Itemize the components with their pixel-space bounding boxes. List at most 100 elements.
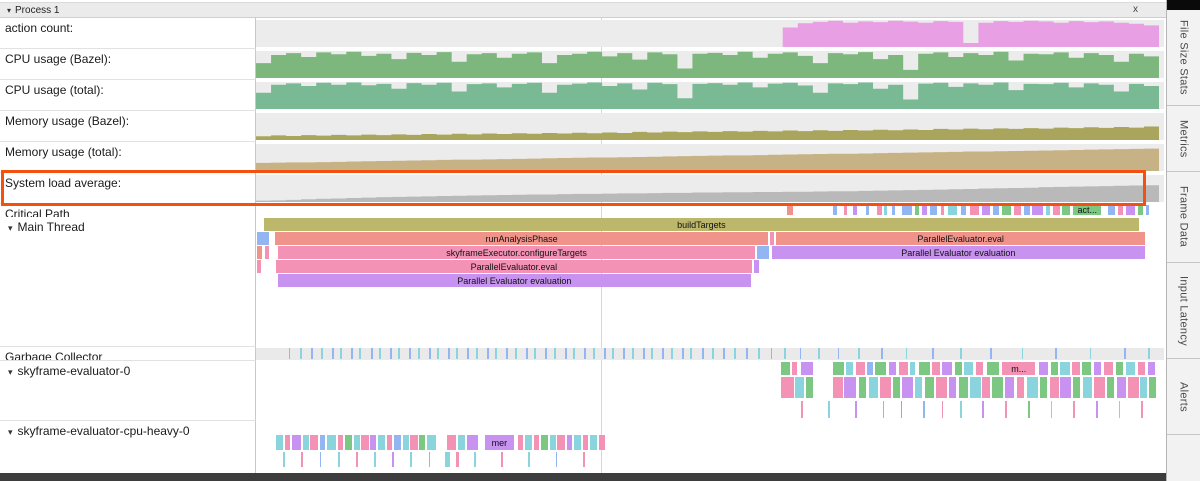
tab-input-latency[interactable]: Input Latency — [1167, 263, 1200, 359]
slice-tick[interactable] — [528, 452, 531, 467]
slice-tick[interactable] — [1116, 377, 1126, 398]
slice-tick[interactable] — [456, 348, 459, 359]
slice-tick[interactable] — [321, 348, 324, 359]
slice-tick[interactable] — [1014, 205, 1022, 215]
slice-tick[interactable] — [1039, 377, 1047, 398]
slice-tick[interactable] — [900, 401, 903, 418]
slice-tick[interactable] — [533, 435, 540, 450]
slice-tick[interactable] — [1148, 348, 1151, 359]
horizontal-scrollbar[interactable] — [0, 473, 1166, 481]
slice-tick[interactable] — [986, 362, 999, 375]
slice-tick[interactable] — [455, 452, 460, 467]
slice-tick[interactable] — [593, 348, 595, 359]
slice-tick[interactable] — [940, 205, 945, 215]
slice-tick[interactable] — [410, 452, 413, 467]
slice-tick[interactable] — [1024, 205, 1030, 215]
slice-tick[interactable] — [1016, 377, 1025, 398]
slice-tick[interactable] — [359, 348, 362, 359]
slice-tick[interactable] — [1073, 401, 1075, 418]
slice-tick[interactable] — [969, 205, 979, 215]
slice-tick[interactable] — [583, 348, 586, 359]
slice-tick[interactable] — [1026, 377, 1038, 398]
slice-tick[interactable] — [875, 362, 887, 375]
slice-tick[interactable] — [377, 435, 385, 450]
slice-tick[interactable] — [902, 205, 912, 215]
slice-tick[interactable] — [466, 435, 478, 450]
slice-tick[interactable] — [969, 377, 981, 398]
slice-tick[interactable] — [410, 435, 418, 450]
slice-tick[interactable] — [1137, 205, 1144, 215]
slice-tick[interactable] — [582, 435, 589, 450]
slice-tick[interactable] — [1005, 377, 1015, 398]
slice-tick[interactable] — [370, 435, 376, 450]
slice-tick[interactable] — [828, 401, 830, 418]
slice-tick[interactable] — [784, 348, 786, 359]
slice-tick[interactable] — [1045, 205, 1050, 215]
slice-tick[interactable] — [557, 435, 565, 450]
slice-tick[interactable] — [958, 377, 968, 398]
slice-tick[interactable] — [989, 348, 992, 359]
slice-tick[interactable] — [1095, 401, 1098, 418]
slice-tick[interactable] — [437, 348, 439, 359]
slice-tick[interactable] — [948, 377, 957, 398]
slice-tick[interactable] — [844, 377, 857, 398]
slice-tick[interactable] — [915, 377, 923, 398]
slice-tick[interactable] — [1115, 362, 1124, 375]
slice-tick[interactable] — [326, 435, 336, 450]
slice-tick[interactable] — [915, 205, 919, 215]
collapse-arrow-icon[interactable]: ▾ — [7, 5, 12, 15]
slice[interactable]: act... — [1073, 205, 1102, 215]
slice-tick[interactable] — [833, 362, 845, 375]
slice-tick[interactable] — [800, 362, 813, 375]
main-thread-track[interactable]: buildTargets runAnalysisPhase ParallelEva… — [256, 217, 1166, 347]
slice-tick[interactable] — [993, 205, 999, 215]
counter-chart-memory-bazel[interactable] — [256, 113, 1164, 140]
slice-tick[interactable] — [256, 260, 262, 273]
slice-tick[interactable] — [1106, 377, 1115, 398]
slice-tick[interactable] — [564, 348, 567, 359]
slice-tick[interactable] — [288, 348, 291, 359]
slice-tick[interactable] — [301, 452, 304, 467]
slice-tick[interactable] — [541, 435, 549, 450]
slice-tick[interactable] — [931, 348, 934, 359]
slice-tick[interactable] — [573, 435, 582, 450]
slice-tick[interactable] — [476, 348, 478, 359]
slice-tick[interactable] — [418, 348, 420, 359]
slice-tick[interactable] — [879, 377, 891, 398]
tab-file-size-stats[interactable]: File Size Stats — [1167, 10, 1200, 106]
slice-tick[interactable] — [550, 435, 556, 450]
slice-tick[interactable] — [1094, 377, 1105, 398]
slice[interactable]: buildTargets — [264, 218, 1139, 231]
slice-tick[interactable] — [275, 435, 284, 450]
slice-tick[interactable] — [982, 401, 985, 418]
slice-tick[interactable] — [398, 348, 401, 359]
slice-tick[interactable] — [795, 377, 805, 398]
slice-tick[interactable] — [566, 435, 572, 450]
slice-tick[interactable] — [855, 401, 858, 418]
slice-tick[interactable] — [409, 348, 411, 359]
slice-tick[interactable] — [866, 205, 869, 215]
slice-tick[interactable] — [1118, 401, 1121, 418]
slice-tick[interactable] — [753, 260, 760, 273]
slice[interactable]: Parallel Evaluator evaluation — [277, 274, 751, 287]
slice-tick[interactable] — [379, 348, 381, 359]
slice-tick[interactable] — [311, 348, 314, 359]
slice-tick[interactable] — [554, 348, 556, 359]
slice-tick[interactable] — [1073, 377, 1081, 398]
slice-tick[interactable] — [603, 348, 606, 359]
slice-tick[interactable] — [833, 205, 838, 215]
slice-tick[interactable] — [853, 205, 858, 215]
slice-tick[interactable] — [723, 348, 726, 359]
slice-tick[interactable] — [925, 377, 935, 398]
slice-tick[interactable] — [1005, 401, 1007, 418]
counter-chart-cpu-total[interactable] — [256, 82, 1164, 109]
slice-tick[interactable] — [1060, 362, 1070, 375]
slice-tick[interactable] — [599, 435, 605, 450]
slice-tick[interactable] — [1050, 401, 1053, 418]
counter-chart-action-count[interactable] — [256, 20, 1164, 47]
slice-tick[interactable] — [661, 348, 664, 359]
slice-tick[interactable] — [844, 205, 848, 215]
slice-tick[interactable] — [923, 401, 926, 418]
slice-tick[interactable] — [1145, 205, 1150, 215]
slice-tick[interactable] — [932, 362, 940, 375]
